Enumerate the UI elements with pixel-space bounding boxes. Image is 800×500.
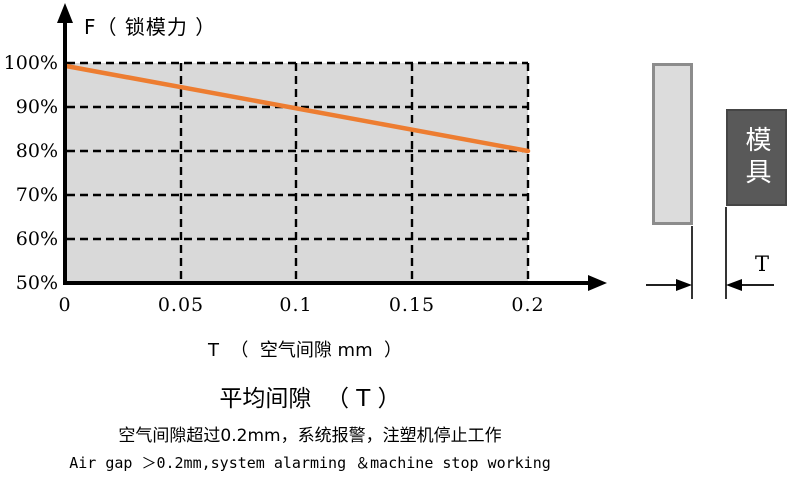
gap-dim-arrow-left-icon bbox=[726, 279, 742, 291]
warning-note-chinese: 空气间隙超过0.2mm，系统报警，注塑机停止工作 bbox=[118, 426, 502, 446]
x-tick-0: 0 bbox=[58, 294, 72, 316]
y-tick-80: 80% bbox=[15, 140, 58, 162]
horizontal-gridlines bbox=[67, 61, 528, 241]
chart-title: 平均间隙 （ T ） bbox=[219, 386, 401, 412]
gap-dimension-label: T bbox=[754, 252, 769, 276]
vertical-gridlines bbox=[179, 63, 530, 283]
warning-note-english: Air gap ＞0.2mm,system alarming ＆machine … bbox=[69, 454, 551, 472]
gap-extension-lines bbox=[691, 207, 727, 299]
x-tick-02: 0.2 bbox=[511, 294, 545, 316]
x-axis-title: T （ 空气间隙 mm ） bbox=[207, 340, 403, 361]
x-tick-015: 0.15 bbox=[388, 294, 436, 316]
mold-rect: 模具 bbox=[726, 109, 787, 206]
x-axis-arrowhead-icon bbox=[588, 275, 607, 291]
machine-platen-rect bbox=[652, 63, 693, 225]
gap-dim-arrow-right-icon bbox=[676, 279, 692, 291]
y-axis-arrowhead-icon bbox=[57, 3, 73, 23]
y-axis-title: F（ 锁模力 ） bbox=[84, 15, 217, 39]
mold-label: 模具 bbox=[741, 125, 771, 190]
clamp-force-data-line bbox=[63, 63, 531, 154]
y-tick-60: 60% bbox=[15, 228, 58, 250]
y-tick-50: 50% bbox=[15, 272, 58, 294]
y-tick-70: 70% bbox=[15, 184, 58, 206]
x-tick-01: 0.1 bbox=[279, 294, 313, 316]
x-tick-005: 0.05 bbox=[157, 294, 205, 316]
plot-area-background bbox=[67, 63, 528, 283]
y-tick-90: 90% bbox=[15, 96, 58, 118]
y-tick-100: 100% bbox=[3, 52, 58, 74]
